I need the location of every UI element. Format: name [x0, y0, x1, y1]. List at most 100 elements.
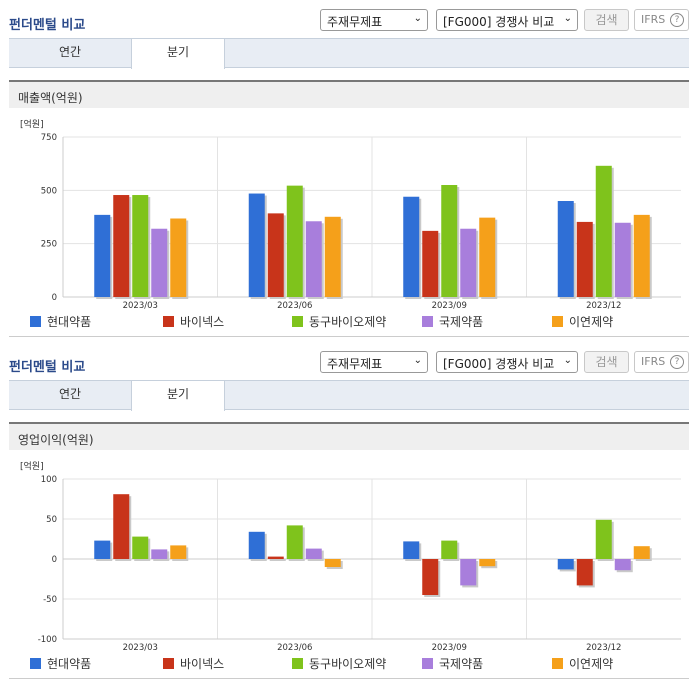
help-icon[interactable]: ?	[670, 355, 684, 369]
bar-동구바이오제약-2023-09[interactable]	[441, 540, 458, 559]
search-button[interactable]: 검색	[584, 351, 629, 373]
bar-동구바이오제약-2023-06[interactable]	[286, 525, 303, 559]
x-tick-label: 2023/03	[123, 643, 158, 652]
y-tick-label: 100	[41, 475, 57, 485]
help-icon[interactable]: ?	[670, 13, 684, 27]
bar-현대약품-2023-09[interactable]	[403, 196, 420, 297]
chevron-down-icon: ⌄	[413, 13, 422, 24]
fundamental-section-operating-profit: 펀더멘털 비교 주재무제표 ⌄ [FG000] 경쟁사 비교 ⌄ 검색 IFRS? …	[0, 342, 696, 684]
legend-item-이연제약[interactable]: 이연제약	[552, 313, 613, 330]
bar-국제약품-2023-03[interactable]	[151, 228, 168, 297]
y-tick-label: 500	[41, 186, 57, 196]
bar-바이넥스-2023-03[interactable]	[113, 195, 130, 297]
bar-국제약품-2023-12[interactable]	[614, 559, 631, 571]
legend-item-국제약품[interactable]: 국제약품	[422, 655, 483, 672]
legend-item-동구바이오제약[interactable]: 동구바이오제약	[292, 655, 386, 672]
compare-select[interactable]: [FG000] 경쟁사 비교 ⌄	[436, 351, 578, 373]
bar-국제약품-2023-06[interactable]	[305, 548, 322, 559]
bar-현대약품-2023-03[interactable]	[94, 540, 111, 559]
period-tabs: 연간 분기	[9, 38, 689, 69]
bar-이연제약-2023-03[interactable]	[170, 545, 187, 559]
bar-바이넥스-2023-12[interactable]	[576, 559, 593, 586]
chevron-down-icon: ⌄	[563, 13, 572, 24]
legend-item-바이넥스[interactable]: 바이넥스	[163, 313, 224, 330]
bar-이연제약-2023-12[interactable]	[633, 214, 650, 297]
bar-동구바이오제약-2023-06[interactable]	[286, 185, 303, 297]
legend-swatch	[552, 316, 563, 327]
search-button[interactable]: 검색	[584, 9, 629, 31]
ifrs-button[interactable]: IFRS?	[634, 9, 689, 31]
bar-이연제약-2023-06[interactable]	[324, 216, 341, 297]
legend-item-현대약품[interactable]: 현대약품	[30, 313, 91, 330]
ifrs-button[interactable]: IFRS?	[634, 351, 689, 373]
compare-select[interactable]: [FG000] 경쟁사 비교 ⌄	[436, 9, 578, 31]
divider	[9, 678, 689, 679]
y-tick-label: -100	[38, 635, 57, 645]
bar-현대약품-2023-12[interactable]	[557, 201, 574, 297]
x-tick-label: 2023/09	[432, 643, 467, 652]
bar-동구바이오제약-2023-03[interactable]	[132, 195, 149, 297]
section-title: 펀더멘털 비교	[9, 360, 86, 375]
bar-현대약품-2023-06[interactable]	[248, 193, 265, 297]
legend-item-바이넥스[interactable]: 바이넥스	[163, 655, 224, 672]
y-tick-label: 0	[52, 555, 57, 565]
legend-label: 이연제약	[569, 657, 614, 671]
chevron-down-icon: ⌄	[413, 355, 422, 366]
x-tick-label: 2023/12	[586, 301, 621, 310]
bar-이연제약-2023-06[interactable]	[324, 559, 341, 567]
legend-swatch	[30, 658, 41, 669]
bar-이연제약-2023-03[interactable]	[170, 218, 187, 297]
bar-바이넥스-2023-09[interactable]	[422, 230, 439, 297]
y-tick-label: 750	[41, 133, 57, 143]
bar-국제약품-2023-09[interactable]	[460, 559, 477, 586]
statement-select[interactable]: 주재무제표 ⌄	[320, 9, 428, 31]
bar-국제약품-2023-09[interactable]	[460, 228, 477, 297]
bar-shadow	[269, 558, 286, 561]
legend-item-현대약품[interactable]: 현대약품	[30, 655, 91, 672]
period-tabs: 연간 분기	[9, 380, 689, 411]
legend-item-이연제약[interactable]: 이연제약	[552, 655, 613, 672]
bar-동구바이오제약-2023-03[interactable]	[132, 536, 149, 559]
bar-국제약품-2023-06[interactable]	[305, 221, 322, 297]
legend-swatch	[30, 316, 41, 327]
tab-quarterly[interactable]: 분기	[131, 39, 225, 69]
bar-동구바이오제약-2023-12[interactable]	[595, 519, 612, 559]
tab-quarterly[interactable]: 분기	[131, 381, 225, 411]
operating-profit-bar-chart: 100 50 0 -50 -100 2023/03 2023/06 2023/09 2023/1…	[38, 475, 681, 652]
bar-바이넥스-2023-03[interactable]	[113, 494, 130, 559]
statement-select[interactable]: 주재무제표 ⌄	[320, 351, 428, 373]
bar-국제약품-2023-12[interactable]	[614, 222, 631, 297]
bar-이연제약-2023-12[interactable]	[633, 546, 650, 559]
statement-select-value: 주재무제표	[327, 357, 383, 371]
unit-label: [억원]	[20, 462, 44, 472]
bar-국제약품-2023-03[interactable]	[151, 549, 168, 559]
x-tick-label: 2023/06	[277, 643, 312, 652]
unit-label: [억원]	[20, 120, 44, 130]
legend-swatch	[552, 658, 563, 669]
bar-동구바이오제약-2023-12[interactable]	[595, 165, 612, 297]
bar-이연제약-2023-09[interactable]	[479, 559, 496, 567]
x-tick-label: 2023/06	[277, 301, 312, 310]
bar-바이넥스-2023-06[interactable]	[267, 556, 284, 559]
bar-바이넥스-2023-09[interactable]	[422, 559, 439, 595]
legend-item-동구바이오제약[interactable]: 동구바이오제약	[292, 313, 386, 330]
bar-바이넥스-2023-12[interactable]	[576, 221, 593, 297]
bar-현대약품-2023-12[interactable]	[557, 559, 574, 570]
fundamental-section-sales: 펀더멘털 비교 주재무제표 ⌄ [FG000] 경쟁사 비교 ⌄ 검색 IFRS? …	[9, 9, 689, 337]
tab-annual[interactable]: 연간	[58, 45, 82, 59]
legend-label: 국제약품	[439, 315, 484, 329]
bar-이연제약-2023-09[interactable]	[479, 217, 496, 297]
ifrs-label: IFRS	[641, 13, 666, 26]
bar-현대약품-2023-03[interactable]	[94, 214, 111, 297]
legend-item-국제약품[interactable]: 국제약품	[422, 313, 483, 330]
tab-annual[interactable]: 연간	[58, 387, 82, 401]
chart-legend: 현대약품 바이넥스 동구바이오제약 국제약품 이연제약	[30, 655, 680, 671]
x-tick-label: 2023/03	[123, 301, 158, 310]
bar-바이넥스-2023-06[interactable]	[267, 213, 284, 297]
legend-swatch	[163, 316, 174, 327]
bar-현대약품-2023-09[interactable]	[403, 541, 420, 559]
bar-동구바이오제약-2023-09[interactable]	[441, 185, 458, 297]
bar-현대약품-2023-06[interactable]	[248, 531, 265, 559]
legend-label: 국제약품	[439, 657, 484, 671]
legend-label: 바이넥스	[180, 657, 225, 671]
